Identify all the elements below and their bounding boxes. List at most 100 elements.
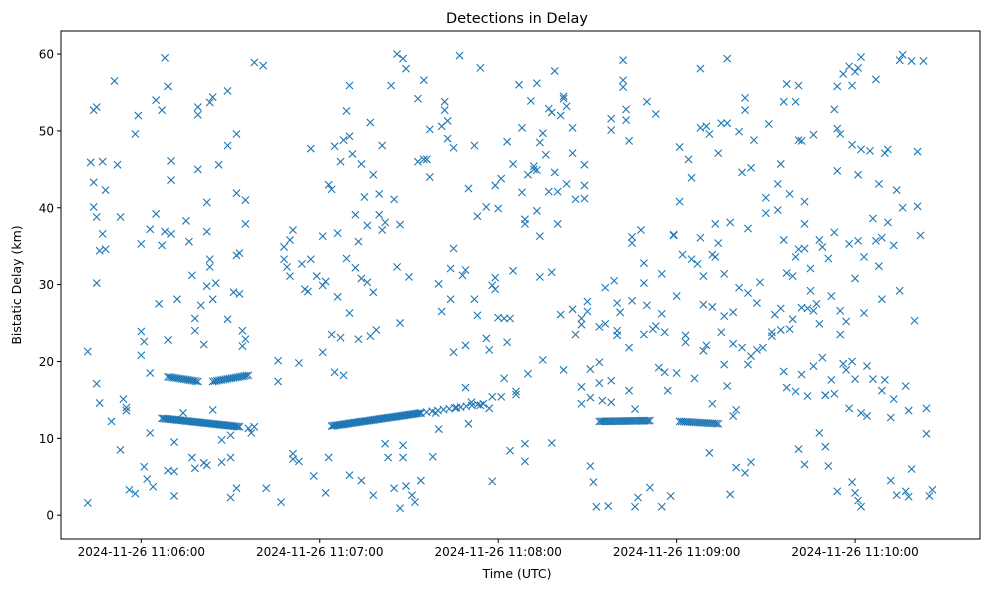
data-point-x-marker — [164, 335, 173, 344]
data-point-x-marker — [708, 399, 717, 408]
data-point-x-marker — [288, 455, 297, 464]
axes-ticks: 2024-11-26 11:06:00 2024-11-26 11:07:00 20… — [39, 48, 919, 559]
data-point-x-marker — [95, 246, 104, 255]
data-point-x-marker — [800, 219, 809, 228]
data-point-x-marker — [898, 203, 907, 212]
data-point-x-marker — [217, 435, 226, 444]
data-point-x-marker — [232, 484, 241, 493]
data-point-x-marker — [280, 242, 289, 251]
data-point-x-marker — [92, 103, 101, 112]
data-point-x-marker — [476, 63, 485, 72]
data-point-x-marker — [622, 105, 631, 114]
y-axis-label: Bistatic Delay (km) — [9, 225, 24, 344]
data-point-x-marker — [324, 180, 333, 189]
data-point-x-marker — [910, 316, 919, 325]
data-point-x-marker — [773, 206, 782, 215]
data-point-x-marker — [211, 279, 220, 288]
data-point-x-marker — [684, 155, 693, 164]
data-point-x-marker — [874, 179, 883, 188]
data-point-x-marker — [199, 340, 208, 349]
data-point-x-marker — [741, 93, 750, 102]
data-point-x-marker — [366, 118, 375, 127]
y-tick-label: 40 — [39, 201, 54, 215]
data-point-x-marker — [699, 272, 708, 281]
data-point-x-marker — [776, 159, 785, 168]
data-point-x-marker — [473, 212, 482, 221]
data-point-x-marker — [324, 453, 333, 462]
data-point-x-marker — [309, 471, 318, 480]
data-point-x-marker — [122, 406, 131, 415]
data-point-x-marker — [497, 174, 506, 183]
data-point-x-marker — [571, 330, 580, 339]
data-point-x-marker — [428, 452, 437, 461]
data-point-x-marker — [842, 365, 851, 374]
data-point-x-marker — [482, 334, 491, 343]
data-point-x-marker — [327, 330, 336, 339]
data-point-x-marker — [744, 360, 753, 369]
data-point-x-marker — [532, 206, 541, 215]
data-point-x-marker — [803, 392, 812, 401]
data-point-x-marker — [892, 491, 901, 500]
data-point-x-marker — [842, 317, 851, 326]
data-point-x-marker — [541, 150, 550, 159]
data-point-x-marker — [857, 145, 866, 154]
data-point-x-marker — [550, 168, 559, 177]
data-point-x-marker — [619, 56, 628, 65]
data-point-x-marker — [821, 391, 830, 400]
data-point-x-marker — [717, 119, 726, 128]
data-point-x-marker — [226, 431, 235, 440]
data-point-x-marker — [788, 272, 797, 281]
data-point-x-marker — [889, 395, 898, 404]
data-point-x-marker — [86, 158, 95, 167]
data-point-x-marker — [217, 458, 226, 467]
data-point-x-marker — [399, 54, 408, 63]
data-point-x-marker — [833, 487, 842, 496]
data-point-x-marker — [666, 491, 675, 500]
data-point-x-marker — [89, 203, 98, 211]
data-point-x-marker — [776, 304, 785, 313]
data-point-x-marker — [140, 337, 149, 346]
data-point-x-marker — [360, 193, 369, 201]
data-point-x-marker — [848, 478, 857, 487]
data-point-x-marker — [824, 254, 833, 263]
data-point-x-marker — [404, 272, 413, 281]
data-point-x-marker — [723, 119, 732, 128]
data-point-x-marker — [815, 236, 824, 245]
data-point-x-marker — [702, 122, 711, 131]
data-point-x-marker — [720, 312, 729, 321]
data-point-x-marker — [729, 339, 738, 348]
data-point-x-marker — [431, 408, 440, 417]
data-point-x-marker — [247, 428, 256, 437]
data-point-x-marker — [803, 304, 812, 313]
data-point-x-marker — [827, 292, 836, 301]
data-point-x-marker — [318, 281, 327, 290]
data-point-x-marker — [577, 382, 586, 391]
data-point-x-marker — [286, 272, 294, 281]
data-point-x-marker — [916, 231, 925, 240]
data-point-x-marker — [202, 282, 211, 291]
data-point-x-marker — [491, 285, 500, 294]
data-point-x-marker — [580, 181, 589, 190]
data-point-x-marker — [238, 342, 247, 351]
data-point-x-marker — [628, 296, 637, 305]
data-point-x-marker — [865, 146, 874, 155]
data-point-x-marker — [904, 492, 913, 501]
data-point-x-marker — [782, 269, 791, 278]
data-point-x-marker — [250, 58, 259, 67]
data-point-x-marker — [854, 170, 863, 179]
data-point-x-marker — [714, 419, 723, 428]
data-point-x-marker — [922, 404, 931, 413]
data-point-x-marker — [357, 476, 366, 485]
data-point-x-marker — [464, 419, 473, 428]
data-point-x-marker — [384, 453, 393, 462]
data-point-x-marker — [907, 56, 916, 65]
data-point-x-marker — [535, 232, 544, 241]
data-point-x-marker — [904, 406, 913, 415]
data-point-x-marker — [170, 491, 179, 500]
x-tick-label: 2024-11-26 11:06:00 — [78, 545, 205, 559]
data-point-x-marker — [806, 264, 815, 273]
data-point-x-marker — [134, 111, 143, 120]
data-point-x-marker — [345, 81, 354, 90]
data-point-x-marker — [619, 76, 628, 85]
y-tick-label: 0 — [46, 509, 54, 523]
